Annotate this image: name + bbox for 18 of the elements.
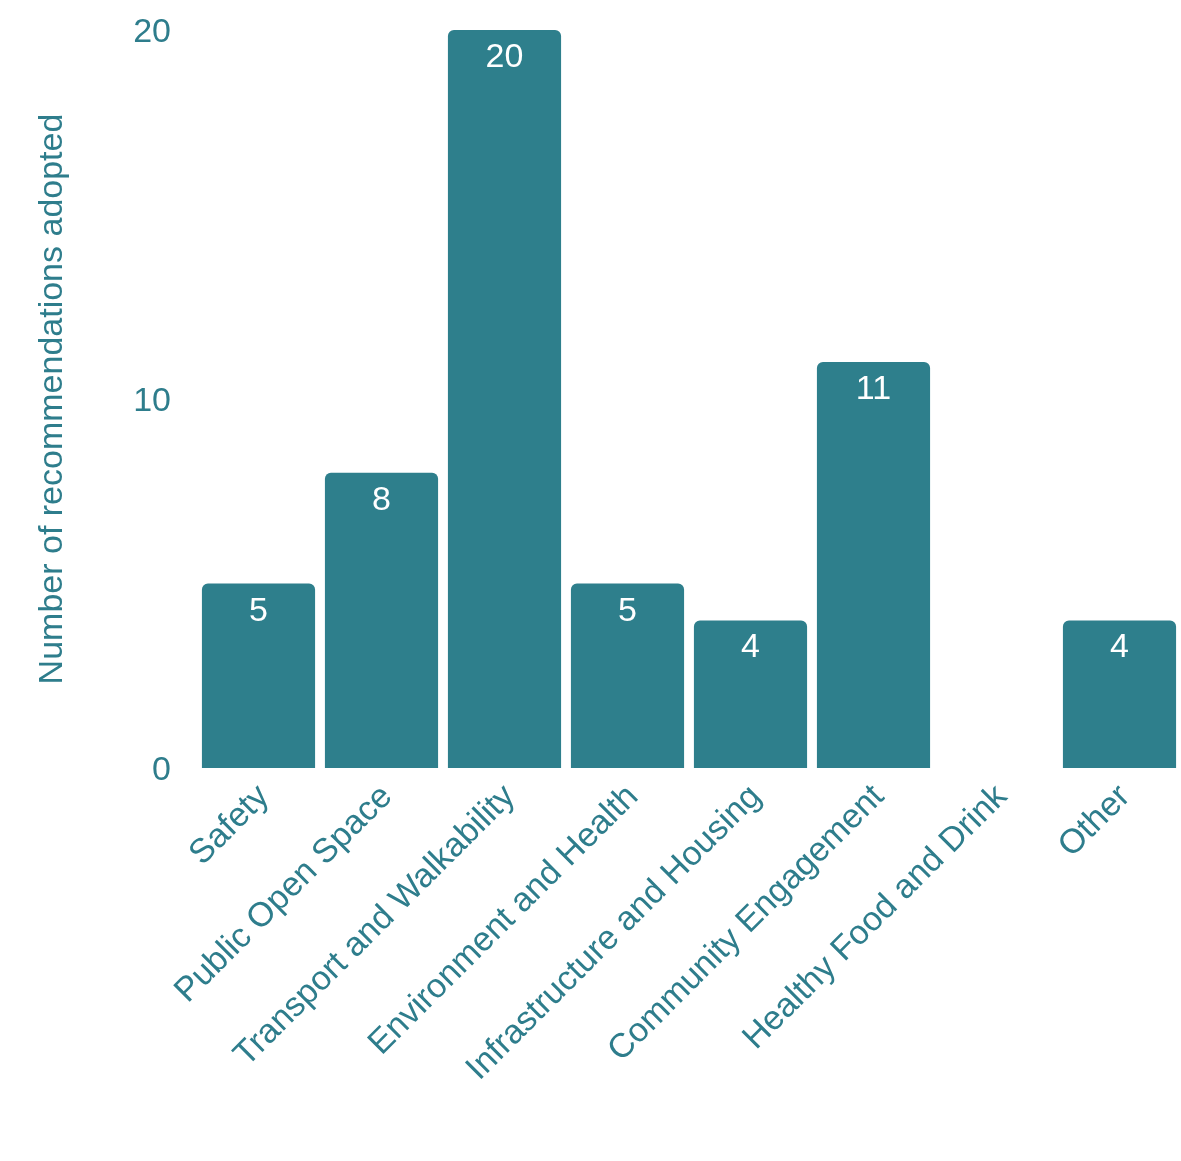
data-label: 4 [741, 626, 760, 665]
data-label: 11 [855, 368, 892, 407]
bar [570, 583, 685, 768]
bar [693, 620, 808, 768]
data-label: 20 [485, 36, 524, 74]
y-tick-label: 0 [152, 748, 171, 787]
data-label: 4 [1110, 626, 1129, 665]
y-tick-label: 10 [133, 379, 171, 418]
bar [816, 362, 931, 768]
y-tick-label: 20 [133, 10, 171, 49]
bar [324, 472, 439, 768]
data-label: 5 [249, 589, 268, 628]
bar [201, 583, 316, 768]
data-label: 8 [372, 478, 391, 517]
bar [1062, 620, 1177, 768]
bar [447, 30, 562, 768]
data-label: 5 [618, 589, 637, 628]
y-axis-title: Number of recommendations adopted [30, 113, 69, 685]
